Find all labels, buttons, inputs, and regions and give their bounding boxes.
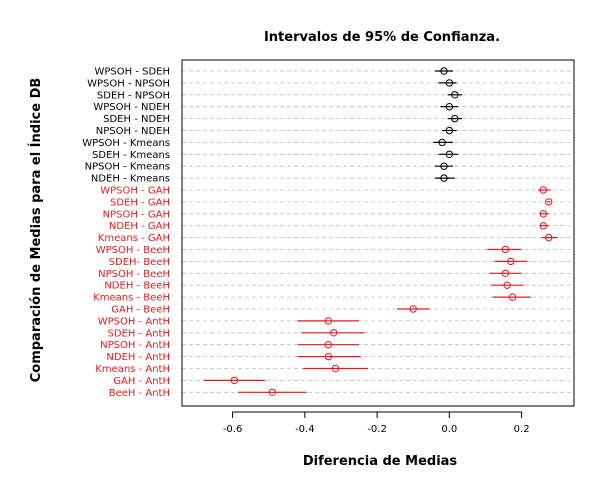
comparison-label: WPSOH - GAH <box>100 186 170 197</box>
estimate-point <box>324 317 333 325</box>
interval-row <box>203 376 266 385</box>
interval-row <box>297 341 360 349</box>
interval-row <box>442 126 457 135</box>
comparison-label: Kmeans - BeeH <box>93 293 170 304</box>
estimate-point <box>539 222 547 230</box>
interval-row <box>447 91 462 99</box>
estimate-point <box>445 126 454 135</box>
estimate-point <box>440 174 448 182</box>
interval-row <box>238 388 307 396</box>
estimate-point <box>438 138 446 147</box>
estimate-point <box>451 91 459 99</box>
interval-row <box>489 269 522 277</box>
x-tick-label: 0.2 <box>514 424 530 435</box>
interval-row <box>539 210 549 218</box>
comparison-label: Kmeans - GAH <box>98 233 170 244</box>
interval-row <box>438 150 459 159</box>
x-tick-label: -0.4 <box>295 424 315 435</box>
interval-row <box>541 233 558 242</box>
comparison-label: NDEH - Kmeans <box>91 174 170 185</box>
comparison-label: WPSOH - Kmeans <box>82 138 170 149</box>
estimate-point <box>324 352 333 361</box>
interval-row <box>434 174 455 182</box>
estimate-point <box>539 186 547 194</box>
interval-row <box>545 198 553 206</box>
interval-row <box>537 186 551 194</box>
x-tick-label: -0.6 <box>223 424 243 435</box>
estimate-point <box>268 388 277 396</box>
comparison-label: WPSOH - SDEH <box>94 67 170 78</box>
comparison-label: NDEH - AntH <box>106 352 170 363</box>
estimate-point <box>545 198 553 206</box>
comparison-label: NPSOH - NDEH <box>96 126 170 137</box>
interval-row <box>539 222 549 230</box>
comparison-label: NPSOH - Kmeans <box>85 162 170 173</box>
interval-row <box>297 317 360 325</box>
estimate-point <box>501 269 510 277</box>
x-tick-label: -0.2 <box>367 424 387 435</box>
comparison-label: NPSOH - AntH <box>100 340 170 351</box>
comparison-label: NPSOH - GAH <box>103 209 170 220</box>
comparison-label: BeeH - AntH <box>109 388 170 399</box>
comparison-label: WPSOH - AntH <box>98 316 170 327</box>
comparison-label: GAH - BeeH <box>111 305 170 316</box>
estimate-point <box>451 114 459 123</box>
plot-frame <box>181 59 575 407</box>
interval-row <box>301 329 365 337</box>
estimate-point <box>440 162 448 170</box>
estimate-point <box>230 376 239 385</box>
estimate-point <box>501 245 510 254</box>
interval-row <box>438 79 457 87</box>
estimate-point <box>539 210 547 218</box>
interval-row <box>440 103 459 111</box>
y-axis-title: Comparación de Medias para el Índice DB <box>28 78 44 383</box>
x-tick-label: 0.0 <box>441 424 457 435</box>
estimate-point <box>507 257 515 266</box>
interval-row <box>303 364 369 373</box>
estimate-point <box>508 293 517 301</box>
interval-row <box>487 245 522 254</box>
comparison-label: NPSOH - BeeH <box>98 269 170 280</box>
interval-row <box>447 114 462 123</box>
estimate-point <box>331 364 340 373</box>
chart-title: Intervalos de 95% de Confianza. <box>264 30 500 45</box>
estimate-point <box>503 281 511 289</box>
interval-row <box>492 293 531 301</box>
comparison-label: WPSOH - NPSOH <box>87 78 170 89</box>
x-axis-title: Diferencia de Medias <box>303 454 458 469</box>
x-axis: -0.6 -0.4 -0.2 0.0 0.2 <box>223 411 530 435</box>
comparison-label: NDEH - GAH <box>109 221 170 232</box>
interval-row <box>297 352 361 361</box>
interval-row <box>396 305 430 313</box>
estimate-point <box>445 103 454 111</box>
comparison-label: SDEH - AntH <box>108 328 170 339</box>
interval-row <box>434 67 453 75</box>
grid-lines <box>182 70 574 393</box>
comparison-label: WPSOH - NDEH <box>93 102 170 113</box>
comparison-label: SDEH - NPSOH <box>97 90 170 101</box>
comparison-label: SDEH- BeeH <box>109 257 170 268</box>
estimate-point <box>445 79 454 87</box>
estimate-point <box>330 329 338 337</box>
comparison-label: SDEH - GAH <box>110 197 170 208</box>
interval-series <box>203 67 558 396</box>
comparison-label: NDEH - BeeH <box>104 281 170 292</box>
interval-row <box>494 257 528 266</box>
comparison-label: Kmeans - AntH <box>95 364 170 375</box>
estimate-point <box>324 341 333 349</box>
estimate-point <box>445 150 454 159</box>
interval-row <box>490 281 524 289</box>
comparison-label: SDEH - NDEH <box>103 114 170 125</box>
comparison-label: WPSOH - BeeH <box>96 245 170 256</box>
estimate-point <box>545 233 553 242</box>
interval-row <box>433 138 453 147</box>
estimate-point <box>409 305 417 313</box>
interval-row <box>434 162 453 170</box>
comparison-label: SDEH - Kmeans <box>92 150 170 161</box>
estimate-point <box>440 67 448 75</box>
comparison-label: GAH - AntH <box>113 376 170 387</box>
